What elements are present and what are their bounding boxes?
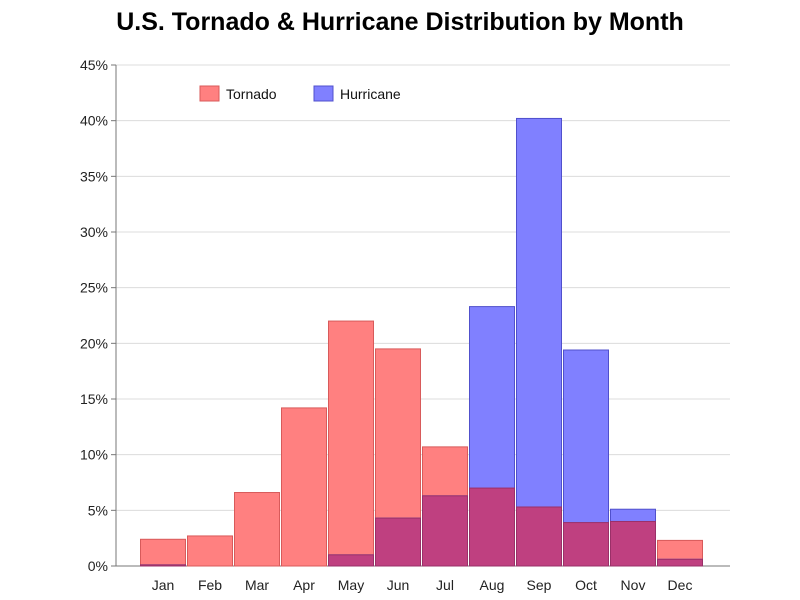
y-tick-label: 35%	[80, 168, 108, 184]
bar-tornado-may	[328, 320, 374, 567]
chart-title: U.S. Tornado & Hurricane Distribution by…	[116, 8, 684, 36]
x-tick-label-nov: Nov	[621, 577, 646, 593]
x-tick-label-jan: Jan	[152, 577, 175, 593]
x-tick-label-jun: Jun	[387, 577, 410, 593]
y-tick-label: 30%	[80, 224, 108, 240]
legend-item-hurricane-label: Hurricane	[340, 86, 401, 102]
y-tick-label: 10%	[80, 447, 108, 463]
bar-overlap-jul	[422, 495, 468, 567]
x-tick-label-may: May	[338, 577, 364, 593]
y-tick-label: 15%	[80, 391, 108, 407]
bar-hurricane-sep	[516, 117, 562, 567]
legend-item-tornado-label: Tornado	[226, 86, 277, 102]
x-tick-label-feb: Feb	[198, 577, 222, 593]
y-tick-label: 20%	[80, 335, 108, 351]
x-tick-label-sep: Sep	[527, 577, 552, 593]
y-tick-label: 0%	[88, 558, 108, 574]
x-tick-label-jul: Jul	[436, 577, 454, 593]
bar-overlap-sep	[516, 506, 562, 567]
legend-item-tornado-swatch	[199, 85, 220, 102]
bar-tornado-apr	[281, 407, 327, 567]
bar-overlap-may	[328, 554, 374, 567]
x-tick-label-dec: Dec	[668, 577, 693, 593]
x-tick-label-aug: Aug	[480, 577, 505, 593]
bar-overlap-nov	[610, 520, 656, 567]
y-tick-label: 25%	[80, 280, 108, 296]
y-tick-label: 40%	[80, 113, 108, 129]
x-tick-label-mar: Mar	[245, 577, 269, 593]
legend-item-hurricane-swatch	[313, 85, 334, 102]
bar-overlap-jun	[375, 517, 421, 567]
bar-tornado-feb	[187, 535, 233, 567]
bar-overlap-aug	[469, 487, 515, 567]
y-tick-label: 5%	[88, 502, 108, 518]
bar-tornado-mar	[234, 492, 280, 567]
bar-overlap-jan	[140, 564, 186, 567]
x-tick-label-oct: Oct	[575, 577, 597, 593]
x-tick-label-apr: Apr	[293, 577, 315, 593]
legend: Tornado Hurricane	[199, 85, 401, 102]
bar-tornado-jan	[140, 538, 186, 567]
bar-overlap-dec	[657, 558, 703, 567]
bar-overlap-oct	[563, 522, 609, 567]
y-tick-label: 45%	[80, 57, 108, 73]
